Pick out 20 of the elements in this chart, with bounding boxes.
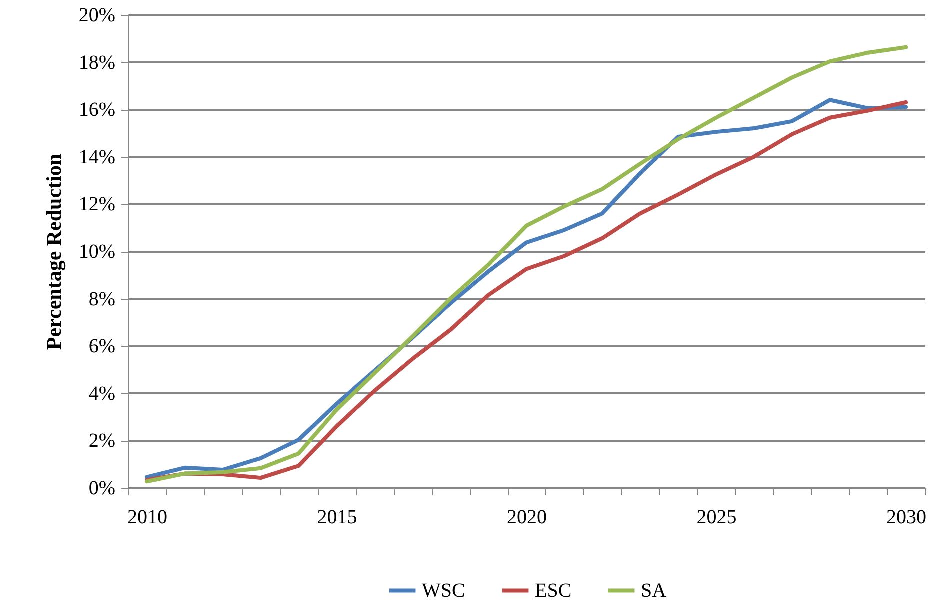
- y-tick-label: 6%: [88, 336, 116, 358]
- y-tick-label: 0%: [88, 478, 116, 500]
- y-tick-label: 16%: [78, 99, 116, 122]
- x-tick-label: 2025: [696, 506, 737, 528]
- x-tick-label: 2020: [507, 506, 547, 528]
- x-tick-label: 2030: [886, 506, 927, 528]
- y-tick-label: 10%: [78, 241, 116, 263]
- x-tick-label: 2015: [317, 506, 358, 528]
- y-tick-label: 12%: [78, 194, 116, 216]
- legend-label: ESC: [535, 580, 572, 602]
- legend-label: WSC: [422, 580, 466, 602]
- y-tick-label: 18%: [78, 52, 116, 74]
- legend-label: SA: [641, 580, 668, 602]
- y-tick-label: 2%: [88, 430, 116, 452]
- y-tick-label: 20%: [78, 4, 116, 26]
- y-axis-title: Percentage Reduction: [42, 154, 66, 350]
- x-tick-label: 2010: [127, 506, 168, 528]
- y-tick-label: 14%: [78, 146, 116, 168]
- y-tick-label: 8%: [88, 288, 116, 310]
- y-tick-label: 4%: [88, 382, 116, 405]
